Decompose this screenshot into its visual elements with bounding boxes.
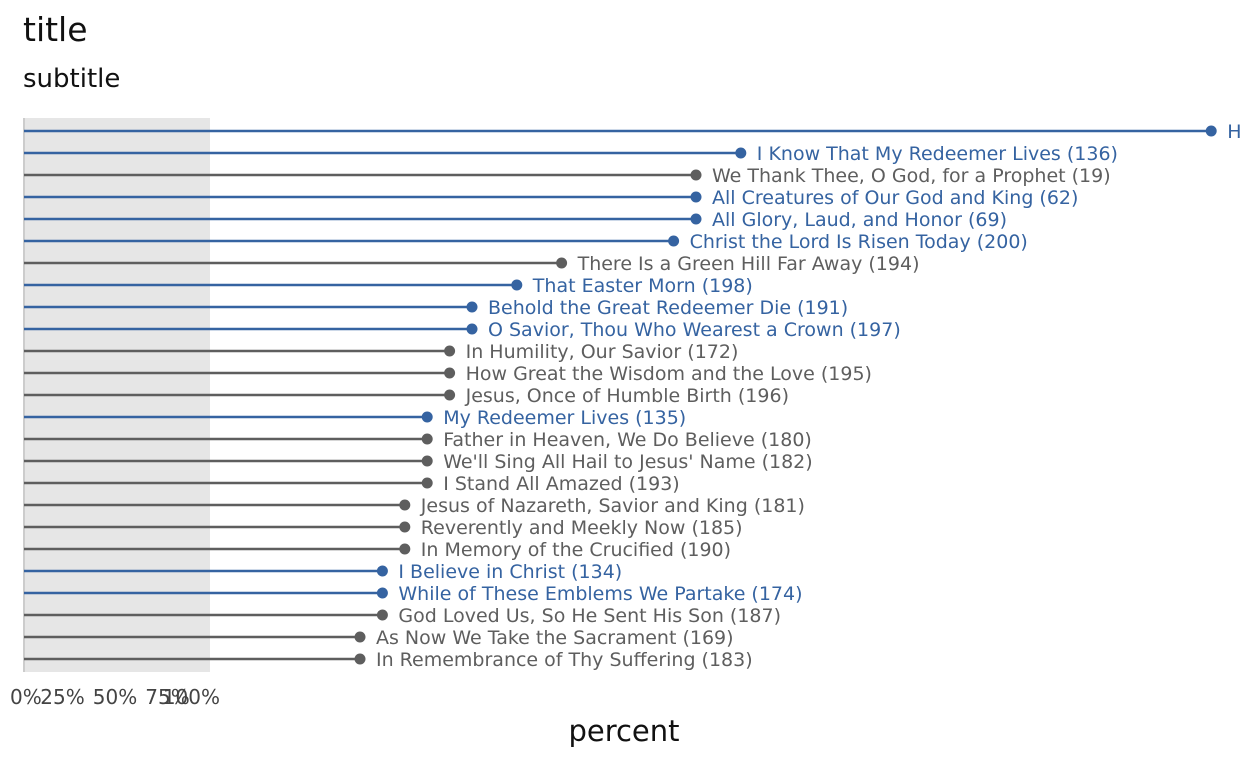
lollipop-point xyxy=(556,257,568,269)
row-label: I Stand All Amazed (193) xyxy=(443,473,680,495)
row-label: All Glory, Laud, and Honor (69) xyxy=(712,209,1007,231)
lollipop-point xyxy=(735,147,747,159)
x-tick-label: 75% xyxy=(145,685,189,709)
row-label: Behold the Great Redeemer Die (191) xyxy=(488,297,848,319)
row-label: H xyxy=(1227,121,1241,143)
x-axis-ticks: 0%25% 50% 75%100% xyxy=(10,685,220,709)
lollipop-point xyxy=(466,323,478,335)
row-label: While of These Emblems We Partake (174) xyxy=(398,583,802,605)
chart-title: title xyxy=(23,10,88,49)
lollipop-point xyxy=(444,389,456,401)
lollipop-point xyxy=(376,587,388,599)
lollipop-point xyxy=(421,455,433,467)
x-tick-label: 100% xyxy=(163,685,220,709)
lollipop-point xyxy=(690,191,702,203)
lollipop-point xyxy=(376,609,388,621)
row-label: God Loved Us, So He Sent His Son (187) xyxy=(398,605,781,627)
x-tick-label: 25% xyxy=(40,685,84,709)
lollipop-point xyxy=(690,169,702,181)
lollipop-point xyxy=(1205,125,1217,137)
x-tick-label: 50% xyxy=(93,685,137,709)
x-tick-label: 0% xyxy=(10,685,42,709)
row-label: How Great the Wisdom and the Love (195) xyxy=(466,363,872,385)
lollipop-point xyxy=(421,433,433,445)
lollipop-point xyxy=(399,521,411,533)
row-label: I Believe in Christ (134) xyxy=(398,561,622,583)
row-label: We Thank Thee, O God, for a Prophet (19) xyxy=(712,165,1111,187)
lollipop-point xyxy=(421,411,433,423)
lollipop-point xyxy=(421,477,433,489)
row-label: My Redeemer Lives (135) xyxy=(443,407,686,429)
lollipop-point xyxy=(399,499,411,511)
row-label: There Is a Green Hill Far Away (194) xyxy=(577,253,920,275)
row-label: In Humility, Our Savior (172) xyxy=(466,341,739,363)
row-label: Christ the Lord Is Risen Today (200) xyxy=(690,231,1028,253)
row-label: In Memory of the Crucified (190) xyxy=(421,539,731,561)
lollipop-point xyxy=(690,213,702,225)
row-label: We'll Sing All Hail to Jesus' Name (182) xyxy=(443,451,812,473)
row-label: Father in Heaven, We Do Believe (180) xyxy=(443,429,812,451)
row-label: I Know That My Redeemer Lives (136) xyxy=(757,143,1118,165)
lollipop-point xyxy=(399,543,411,555)
lollipop-point xyxy=(668,235,680,247)
row-label: Jesus, Once of Humble Birth (196) xyxy=(465,385,789,407)
x-axis-label: percent xyxy=(568,714,680,748)
row-label: All Creatures of Our God and King (62) xyxy=(712,187,1078,209)
row-label: That Easter Morn (198) xyxy=(532,275,753,297)
chart-rows: H I Know That My Redeemer Lives (136)We T… xyxy=(24,121,1241,671)
lollipop-point xyxy=(354,653,366,665)
lollipop-point xyxy=(354,631,366,643)
lollipop-point xyxy=(466,301,478,313)
chart-subtitle: subtitle xyxy=(23,64,121,94)
lollipop-point xyxy=(444,345,456,357)
row-label: As Now We Take the Sacrament (169) xyxy=(376,627,734,649)
lollipop-point xyxy=(511,279,523,291)
row-label: Reverently and Meekly Now (185) xyxy=(421,517,743,539)
lollipop-point xyxy=(376,565,388,577)
row-label: O Savior, Thou Who Wearest a Crown (197) xyxy=(488,319,901,341)
row-label: Jesus of Nazareth, Savior and King (181) xyxy=(420,495,805,517)
lollipop-point xyxy=(444,367,456,379)
row-label: In Remembrance of Thy Suffering (183) xyxy=(376,649,753,671)
